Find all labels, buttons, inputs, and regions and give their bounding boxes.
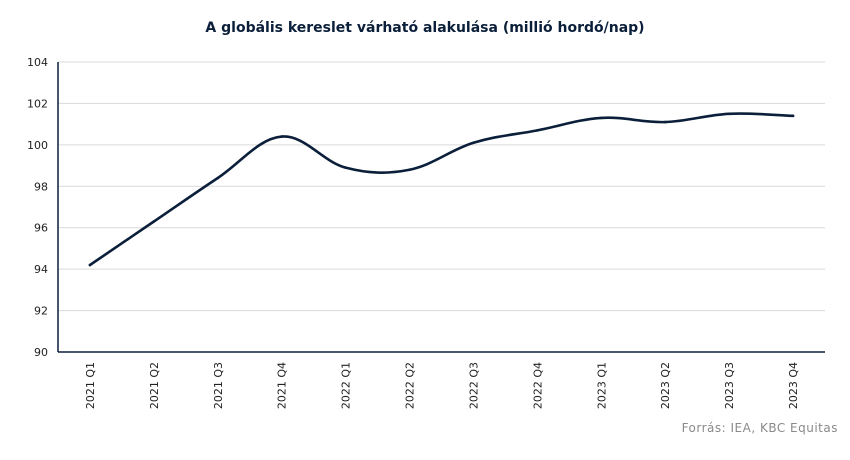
y-axis-ticks: 90 92 94 96 98 100 102 104 (27, 56, 48, 359)
y-tick-label: 96 (34, 222, 48, 235)
x-axis-ticks: 2021 Q1 2021 Q2 2021 Q3 2021 Q4 2022 Q1 2022 … (84, 362, 800, 409)
data-point (727, 112, 731, 116)
data-point (536, 129, 539, 132)
x-tick-label: 2023 Q2 (659, 362, 672, 409)
x-tick-label: 2021 Q2 (148, 362, 161, 409)
x-tick-label: 2022 Q1 (340, 362, 353, 409)
x-tick-label: 2023 Q1 (595, 362, 608, 409)
gridlines (58, 61, 825, 312)
y-tick-label: 102 (27, 97, 48, 110)
y-tick-label: 104 (27, 56, 48, 69)
series-layer (88, 112, 795, 267)
data-point (408, 168, 411, 172)
y-tick-label: 90 (34, 346, 48, 359)
data-point (216, 176, 220, 180)
y-tick-label: 94 (34, 263, 48, 276)
data-point (344, 166, 347, 169)
data-point (280, 135, 284, 138)
x-tick-label: 2023 Q3 (723, 362, 736, 409)
source-note: Forrás: IEA, KBC Equitas (681, 421, 838, 435)
y-tick-label: 98 (34, 180, 48, 193)
data-point (472, 141, 475, 145)
chart-title: A globális kereslet várható alakulása (m… (205, 20, 645, 36)
x-tick-label: 2022 Q3 (467, 362, 480, 409)
axes (57, 62, 825, 353)
x-tick-label: 2021 Q4 (276, 362, 289, 409)
data-point (791, 114, 795, 118)
x-tick-label: 2021 Q1 (84, 362, 97, 409)
data-point (152, 220, 156, 223)
x-tick-label: 2021 Q3 (212, 362, 225, 409)
y-tick-label: 100 (27, 139, 48, 152)
data-point (599, 116, 603, 120)
x-tick-label: 2022 Q4 (531, 362, 544, 409)
series-line (88, 112, 795, 267)
x-tick-label: 2022 Q2 (404, 362, 417, 409)
data-point (88, 263, 92, 267)
x-tick-label: 2023 Q4 (787, 362, 800, 409)
data-point (663, 120, 667, 124)
y-tick-label: 92 (34, 305, 48, 318)
